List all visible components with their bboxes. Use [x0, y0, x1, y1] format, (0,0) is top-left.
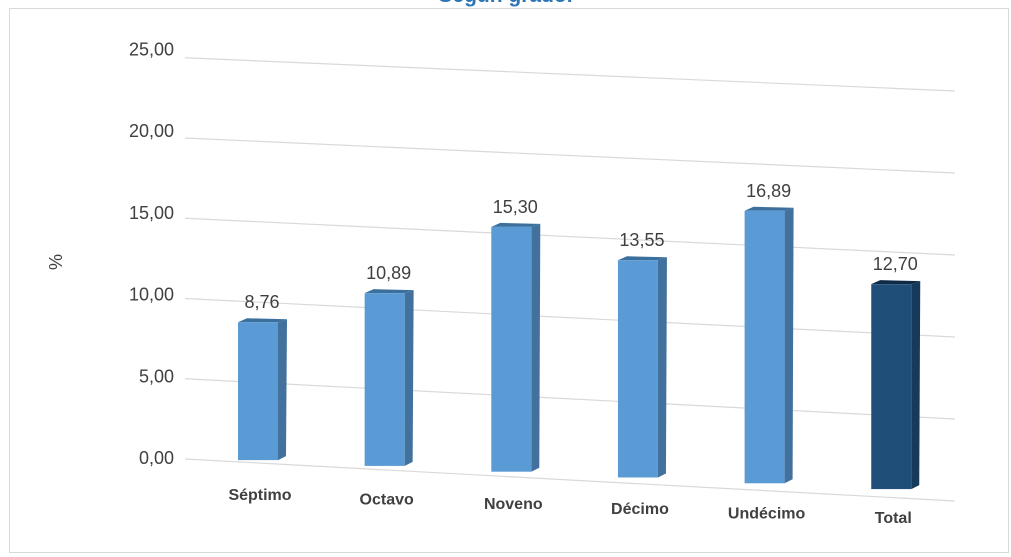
bar: [491, 222, 541, 472]
data-label: 15,30: [493, 197, 538, 217]
gridline: [184, 378, 956, 420]
bars: [238, 206, 921, 490]
bar: [744, 206, 794, 484]
bar-side: [784, 207, 794, 484]
bar-side: [531, 223, 541, 472]
y-tick-label: 5,00: [139, 366, 174, 386]
x-axis-categories: Séptimo Octavo Noveno Décimo Undécimo Total: [228, 487, 911, 527]
category-label: Octavo: [360, 492, 414, 509]
bar-side: [657, 257, 667, 478]
y-tick-label: 10,00: [129, 285, 174, 305]
bar-top: [617, 256, 667, 261]
y-axis-ticks: 0,00 5,00 10,00 15,00 20,00 25,00: [129, 39, 174, 468]
bar-side: [404, 290, 414, 466]
gridline: [184, 458, 956, 502]
category-label: Séptimo: [228, 487, 291, 504]
bar-top: [364, 289, 414, 294]
data-label: 8,76: [244, 292, 279, 312]
y-tick-label: 15,00: [129, 203, 174, 223]
data-label: 10,89: [366, 263, 411, 283]
bar-top: [871, 280, 921, 285]
bar-front: [744, 210, 785, 484]
category-label: Noveno: [484, 496, 543, 513]
y-axis-label: %: [46, 254, 66, 270]
bar-side: [911, 281, 921, 490]
gridline: [184, 137, 956, 174]
bar-top: [744, 206, 794, 211]
data-labels: 8,76 10,89 15,30 13,55 16,89 12,70: [244, 181, 917, 312]
gridline: [184, 297, 956, 338]
gridline: [184, 57, 956, 92]
chart-title: Según grado.: [0, 0, 1011, 8]
data-label: 12,70: [873, 254, 918, 274]
y-tick-label: 0,00: [139, 448, 174, 468]
data-label: 16,89: [746, 181, 791, 201]
bar-top: [491, 222, 541, 227]
bar-front: [871, 284, 912, 490]
y-tick-label: 20,00: [129, 121, 174, 141]
bar-side: [278, 319, 287, 461]
category-label: Total: [875, 510, 912, 527]
bar: [364, 289, 414, 466]
bar: [617, 256, 667, 478]
bar-front: [238, 322, 278, 461]
gridline: [184, 217, 956, 256]
bar-front: [617, 260, 658, 478]
data-label: 13,55: [619, 230, 664, 250]
bar-front: [364, 293, 405, 466]
gridlines: [184, 57, 956, 502]
y-tick-label: 25,00: [129, 39, 174, 59]
bar: [238, 318, 287, 461]
bar-front: [491, 226, 532, 472]
bar: [871, 280, 921, 490]
category-label: Décimo: [611, 501, 669, 518]
category-label: Undécimo: [728, 505, 806, 522]
bar-top: [238, 318, 287, 323]
